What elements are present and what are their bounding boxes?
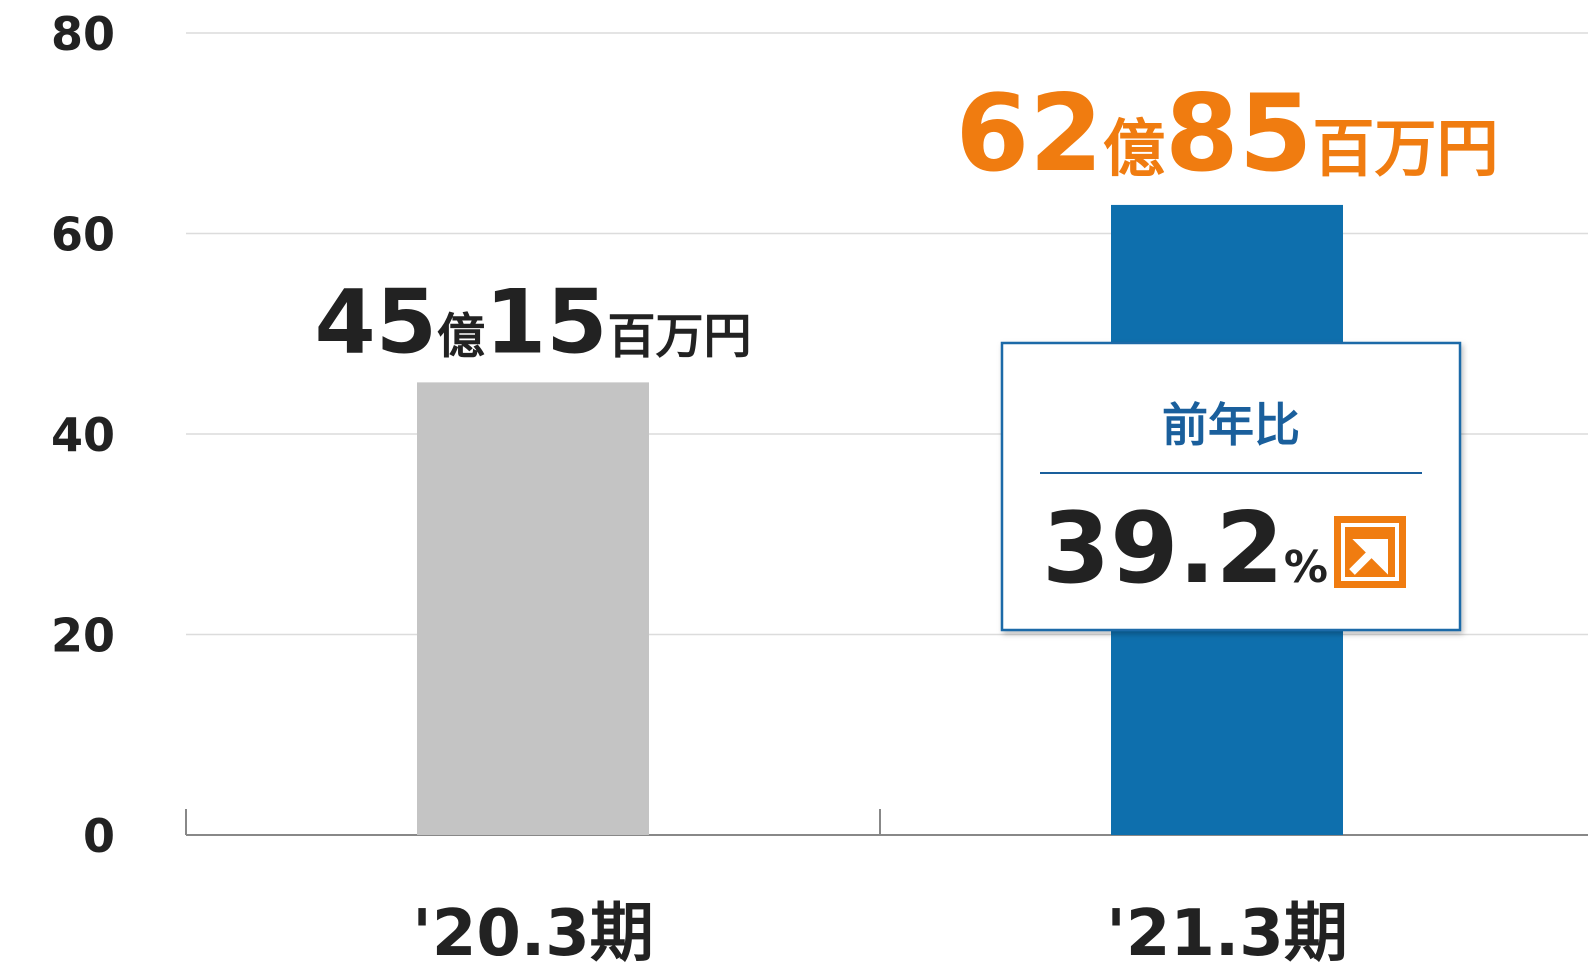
annotation: 前年比 39.2% [1000,341,1462,632]
x-tick-label: '21.3期 [1106,897,1348,971]
grid: 0 20 40 60 80 '20.3期 45億15百万円 '21.3期 62億85百万円 [51,7,1588,971]
value-label: 45億15百万円 [315,270,752,373]
y-tick-label: 80 [51,7,115,61]
value-label: 62億85百万円 [955,72,1498,195]
bar [417,382,649,835]
x-tick-label: '20.3期 [412,897,654,971]
y-tick-label: 40 [51,408,115,462]
up-arrow-icon [1334,516,1406,588]
y-tick-label: 60 [51,208,115,262]
annotation-title: 前年比 [1162,398,1300,452]
y-tick-label: 20 [51,609,115,663]
y-tick-label: 0 [83,809,115,863]
annotation-value: 39.2% [1042,492,1328,606]
